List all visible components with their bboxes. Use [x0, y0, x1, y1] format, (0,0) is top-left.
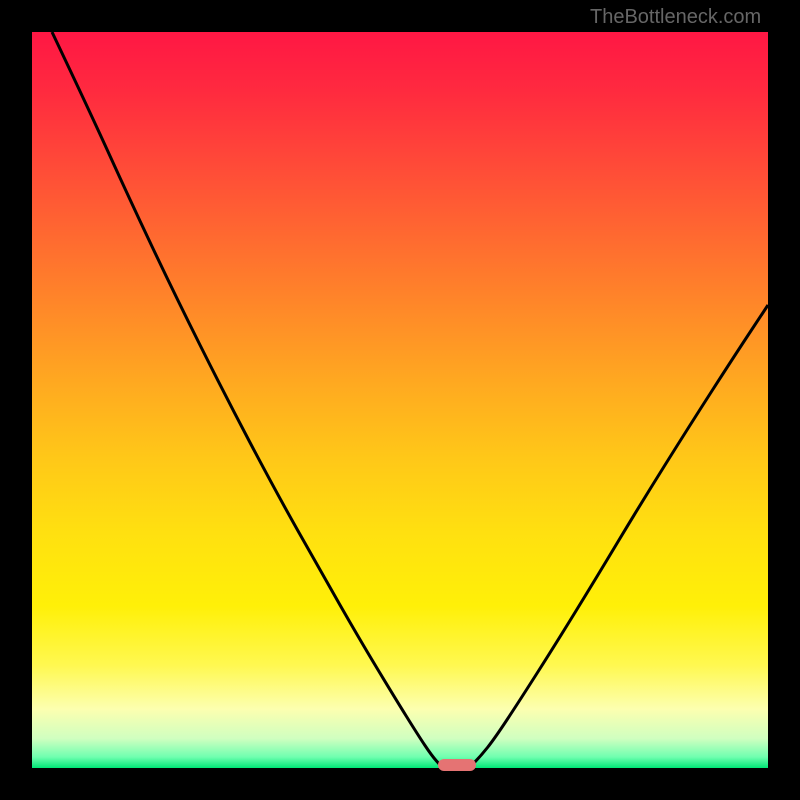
optimal-marker — [438, 759, 476, 771]
curve-left-branch — [52, 32, 441, 766]
curve-right-branch — [471, 305, 768, 766]
curve-overlay — [0, 0, 800, 800]
bottleneck-chart: TheBottleneck.com — [0, 0, 800, 800]
watermark-text: TheBottleneck.com — [590, 6, 761, 29]
